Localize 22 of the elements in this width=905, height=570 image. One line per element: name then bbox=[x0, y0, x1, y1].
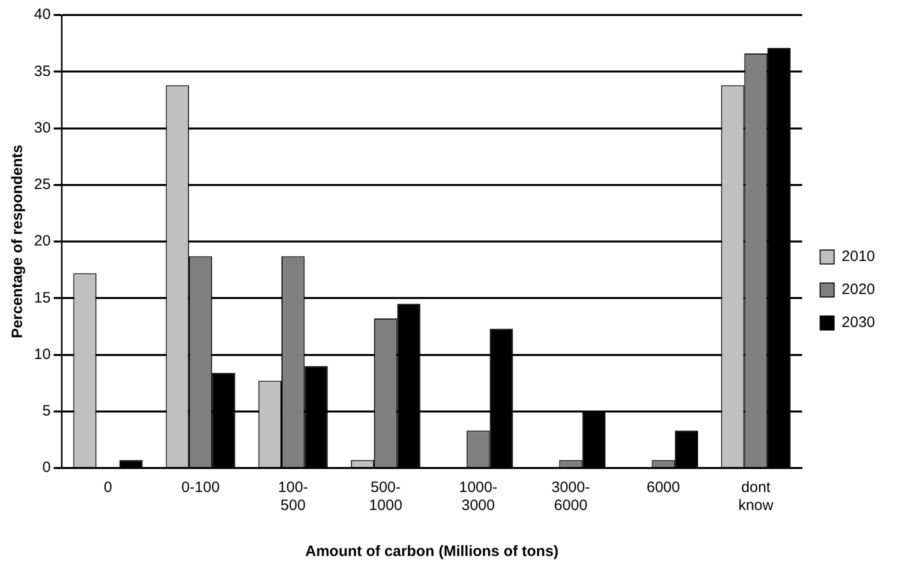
x-tick-label: 0-100 bbox=[181, 479, 220, 496]
x-tick-label: dont know bbox=[738, 479, 774, 514]
x-axis-title: Amount of carbon (Millions of tons) bbox=[305, 543, 559, 560]
y-tick-label: 40 bbox=[34, 6, 51, 24]
y-tick-label: 15 bbox=[34, 289, 51, 306]
legend-label: 2030 bbox=[842, 314, 876, 332]
y-axis-title: Percentage of respondents bbox=[9, 144, 26, 338]
y-tick-label: 5 bbox=[42, 402, 51, 420]
x-tick-label: 500-1000 bbox=[368, 479, 402, 514]
y-tick-label: 30 bbox=[34, 119, 51, 136]
x-tick-label: 1000-3000 bbox=[459, 479, 498, 514]
y-tick-label: 20 bbox=[34, 232, 51, 250]
legend-label: 2020 bbox=[842, 281, 876, 298]
y-tick-label: 25 bbox=[34, 176, 51, 194]
x-tick-label: 0 bbox=[104, 479, 112, 496]
x-tick-label: 3000-6000 bbox=[552, 479, 590, 514]
y-tick-label: 35 bbox=[34, 62, 51, 80]
legend-label: 2010 bbox=[842, 248, 876, 266]
x-tick-label: 6000 bbox=[646, 479, 680, 496]
y-tick-label: 10 bbox=[34, 346, 51, 363]
y-tick-label: 0 bbox=[42, 459, 51, 476]
x-tick-label: 100-500 bbox=[278, 479, 308, 514]
